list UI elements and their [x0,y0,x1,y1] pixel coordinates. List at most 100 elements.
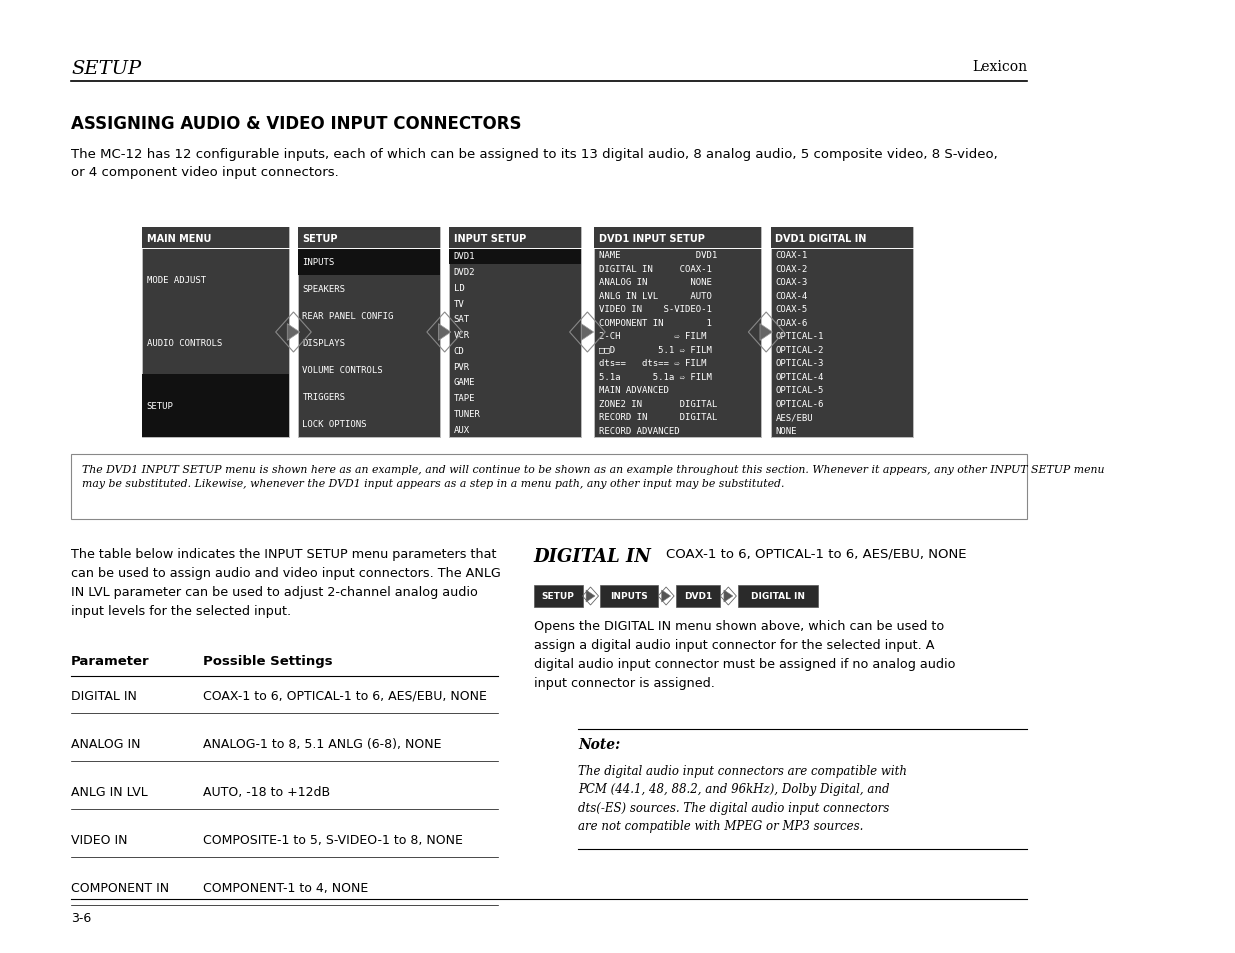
Text: DIGITAL IN: DIGITAL IN [534,547,652,565]
Text: □□D        5.1 ⇨ FILM: □□D 5.1 ⇨ FILM [599,345,711,355]
Text: ZONE2 IN       DIGITAL: ZONE2 IN DIGITAL [599,399,716,408]
Text: The MC-12 has 12 configurable inputs, each of which can be assigned to its 13 di: The MC-12 has 12 configurable inputs, ea… [72,148,998,179]
Text: NAME              DVD1: NAME DVD1 [599,251,716,260]
Text: AUDIO CONTROLS: AUDIO CONTROLS [147,338,222,348]
Bar [450,228,580,437]
Bar [450,228,580,249]
Text: NONE: NONE [776,426,797,436]
Text: AUTO, -18 to +12dB: AUTO, -18 to +12dB [203,785,330,799]
Text: COMPONENT-1 to 4, NONE: COMPONENT-1 to 4, NONE [203,882,368,894]
Text: ANLG IN LVL: ANLG IN LVL [72,785,148,799]
Text: SPEAKERS: SPEAKERS [303,285,346,294]
Text: DIGITAL IN: DIGITAL IN [751,592,805,601]
Text: CD: CD [453,347,464,355]
Text: OPTICAL-2: OPTICAL-2 [776,345,824,355]
Text: LD: LD [453,284,464,293]
Text: COMPONENT IN        1: COMPONENT IN 1 [599,318,711,328]
Text: LOCK OPTIONS: LOCK OPTIONS [303,419,367,429]
Text: VCR: VCR [453,331,469,340]
Bar [594,228,761,249]
Polygon shape [760,324,772,341]
Text: COMPONENT IN: COMPONENT IN [72,882,169,894]
Text: Parameter: Parameter [72,655,149,667]
Bar [72,455,1028,519]
Bar [298,228,440,249]
Text: INPUTS: INPUTS [610,592,648,601]
Text: AES/EBU: AES/EBU [776,413,813,422]
Text: SETUP: SETUP [542,592,574,601]
Text: COAX-1 to 6, OPTICAL-1 to 6, AES/EBU, NONE: COAX-1 to 6, OPTICAL-1 to 6, AES/EBU, NO… [650,547,967,560]
Text: COAX-1: COAX-1 [776,251,808,260]
Polygon shape [724,590,732,602]
Text: PVR: PVR [453,362,469,372]
Text: DIGITAL IN     COAX-1: DIGITAL IN COAX-1 [599,265,711,274]
Text: TUNER: TUNER [453,410,480,418]
Text: OPTICAL-5: OPTICAL-5 [776,386,824,395]
Text: VIDEO IN    S-VIDEO-1: VIDEO IN S-VIDEO-1 [599,305,711,314]
Text: DVD2: DVD2 [453,268,475,276]
Bar [450,249,580,265]
Text: Opens the DIGITAL IN menu shown above, which can be used to
assign a digital aud: Opens the DIGITAL IN menu shown above, w… [534,619,955,689]
Text: OPTICAL-1: OPTICAL-1 [776,332,824,341]
Bar [534,585,583,607]
Text: ANALOG IN        NONE: ANALOG IN NONE [599,278,711,287]
Text: COAX-3: COAX-3 [776,278,808,287]
Bar [142,228,289,437]
Text: DVD1 INPUT SETUP: DVD1 INPUT SETUP [599,233,704,243]
Bar [142,228,289,249]
Text: INPUTS: INPUTS [303,257,335,267]
Polygon shape [288,324,300,341]
Text: OPTICAL-3: OPTICAL-3 [776,359,824,368]
Bar [600,585,658,607]
Text: VOLUME CONTROLS: VOLUME CONTROLS [303,366,383,375]
Text: VIDEO IN: VIDEO IN [72,833,127,846]
Text: DVD1: DVD1 [453,253,475,261]
Text: MODE ADJUST: MODE ADJUST [147,275,206,285]
Text: ANLG IN LVL      AUTO: ANLG IN LVL AUTO [599,292,711,300]
Text: Possible Settings: Possible Settings [203,655,332,667]
Bar [771,228,914,249]
Polygon shape [662,590,671,602]
Bar [298,249,440,275]
Text: GAME: GAME [453,378,475,387]
Text: ANALOG-1 to 8, 5.1 ANLG (6-8), NONE: ANALOG-1 to 8, 5.1 ANLG (6-8), NONE [203,738,441,750]
Bar [739,585,818,607]
Text: TAPE: TAPE [453,394,475,403]
Text: COAX-2: COAX-2 [776,265,808,274]
Text: 5.1a      5.1a ⇨ FILM: 5.1a 5.1a ⇨ FILM [599,373,711,381]
Text: ASSIGNING AUDIO & VIDEO INPUT CONNECTORS: ASSIGNING AUDIO & VIDEO INPUT CONNECTORS [72,115,521,132]
Text: Lexicon: Lexicon [972,60,1028,74]
Text: SETUP: SETUP [147,401,174,411]
Text: REAR PANEL CONFIG: REAR PANEL CONFIG [303,312,394,320]
Text: ANALOG IN: ANALOG IN [72,738,141,750]
Text: COAX-6: COAX-6 [776,318,808,328]
Text: TV: TV [453,299,464,309]
Text: AUX: AUX [453,425,469,435]
Polygon shape [438,324,451,341]
Text: The digital audio input connectors are compatible with
PCM (44.1, 48, 88.2, and : The digital audio input connectors are c… [578,764,906,833]
Text: OPTICAL-6: OPTICAL-6 [776,399,824,408]
Text: COAX-5: COAX-5 [776,305,808,314]
Text: TRIGGERS: TRIGGERS [303,393,346,401]
Text: The DVD1 INPUT SETUP menu is shown here as an example, and will continue to be s: The DVD1 INPUT SETUP menu is shown here … [82,464,1104,489]
Text: SETUP: SETUP [303,233,338,243]
Polygon shape [582,324,594,341]
Text: DISPLAYS: DISPLAYS [303,338,346,348]
Polygon shape [587,590,595,602]
Text: DVD1 DIGITAL IN: DVD1 DIGITAL IN [776,233,867,243]
Text: SAT: SAT [453,315,469,324]
Text: INPUT SETUP: INPUT SETUP [453,233,526,243]
Text: SETUP: SETUP [72,60,141,78]
Text: 2-CH          ⇨ FILM: 2-CH ⇨ FILM [599,332,706,341]
Text: RECORD ADVANCED: RECORD ADVANCED [599,426,679,436]
Bar [594,228,761,437]
Text: MAIN ADVANCED: MAIN ADVANCED [599,386,668,395]
Text: OPTICAL-4: OPTICAL-4 [776,373,824,381]
Text: dts==   dts== ⇨ FILM: dts== dts== ⇨ FILM [599,359,706,368]
Text: DVD1: DVD1 [684,592,713,601]
Text: Note:: Note: [578,738,620,751]
Bar [771,228,914,437]
Text: The table below indicates the INPUT SETUP menu parameters that
can be used to as: The table below indicates the INPUT SETU… [72,547,501,618]
Bar [676,585,720,607]
Bar [298,228,440,437]
